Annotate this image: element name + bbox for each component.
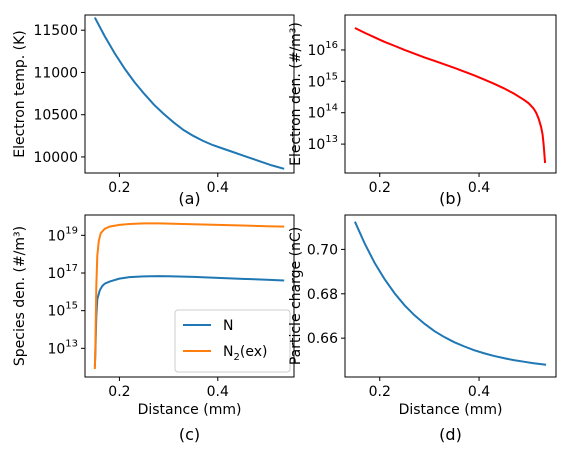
y-axis-label-a: Electron temp. (K) [12, 30, 28, 158]
series-line-b-0 [354, 27, 547, 164]
y-tick-label-c: 1017 [47, 263, 78, 282]
y-axis-label-b: Electron den. (#/m³) [288, 22, 304, 166]
y-tick-label-a: 10500 [33, 108, 78, 124]
legend-label-main: N [223, 344, 233, 360]
series-line-a-0 [93, 17, 285, 170]
y-tick-exponent: 15 [65, 301, 78, 312]
x-axis-label-c: Distance (mm) [138, 402, 242, 418]
y-tick-exponent: 14 [325, 103, 338, 114]
plot-frame-d [344, 214, 557, 378]
panel-label-b: (b) [439, 189, 462, 208]
legend-label-main: N [223, 318, 233, 334]
panel-label-d: (d) [439, 425, 462, 444]
x-axis-label-d: Distance (mm) [399, 402, 503, 418]
plot-frame-c [84, 214, 295, 378]
panel-label-a: (a) [178, 189, 200, 208]
y-tick-exponent: 13 [325, 134, 338, 145]
legend-label: N2(ex) [223, 344, 267, 363]
series-line-c-1 [93, 222, 285, 370]
y-axis-label-d: Particle charge (nC) [288, 227, 304, 365]
y-tick-label-d: 0.68 [307, 287, 338, 303]
legend-label: N [223, 318, 233, 334]
y-tick-exponent: 13 [65, 338, 78, 349]
y-tick-label-d: 0.66 [307, 331, 338, 347]
y-tick-base: 10 [47, 304, 65, 320]
y-tick-exponent: 19 [65, 225, 78, 236]
y-tick-base: 10 [307, 74, 325, 90]
y-tick-label-b: 1016 [307, 40, 338, 59]
legend-label-subscript: 2 [233, 352, 239, 363]
series-line-d-0 [354, 221, 547, 366]
y-axis-label-c: Species den. (#/m³) [12, 226, 28, 366]
panel-a: 0.2 0.4 10000 10500 11000 11500 Electron temp.… [12, 14, 295, 208]
x-tick-label-a: 0.4 [207, 180, 229, 196]
x-tick-label-b: 0.2 [369, 180, 391, 196]
x-tick-label-c: 0.4 [207, 384, 229, 400]
x-tick-label-d: 0.4 [468, 384, 490, 400]
y-tick-label-a: 11500 [33, 23, 78, 39]
y-tick-label-a: 10000 [33, 150, 78, 166]
x-tick-label-c: 0.2 [108, 384, 130, 400]
plot-frame-a [84, 14, 295, 174]
y-tick-base: 10 [307, 43, 325, 59]
y-tick-label-a: 11000 [33, 65, 78, 81]
y-tick-exponent: 17 [65, 263, 78, 274]
y-tick-exponent: 16 [325, 40, 338, 51]
x-tick-label-b: 0.4 [468, 180, 490, 196]
y-tick-label-b: 1014 [307, 103, 338, 122]
y-tick-base: 10 [307, 137, 325, 153]
legend-label-tail: (ex) [240, 344, 268, 360]
y-tick-label-c: 1015 [47, 301, 78, 320]
plot-frame-b [344, 14, 557, 174]
y-tick-label-c: 1013 [47, 338, 78, 357]
y-tick-base: 10 [47, 228, 65, 244]
y-tick-exponent: 15 [325, 71, 338, 82]
y-tick-base: 10 [307, 106, 325, 122]
x-tick-label-d: 0.2 [369, 384, 391, 400]
y-tick-base: 10 [47, 341, 65, 357]
y-tick-label-b: 1015 [307, 71, 338, 90]
panel-label-c: (c) [179, 425, 200, 444]
y-tick-label-b: 1013 [307, 134, 338, 153]
y-tick-base: 10 [47, 266, 65, 282]
legend: NN2(ex) [174, 309, 291, 373]
x-tick-label-a: 0.2 [108, 180, 130, 196]
y-tick-label-c: 1019 [47, 225, 78, 244]
y-tick-label-d: 0.70 [307, 242, 338, 258]
